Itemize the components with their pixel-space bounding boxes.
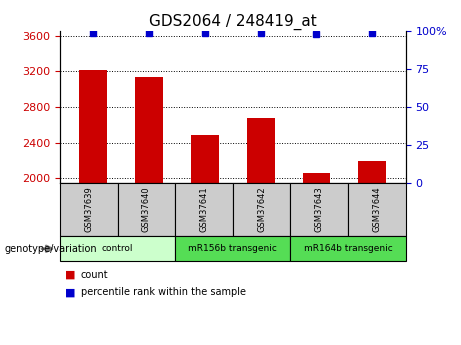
Bar <box>247 118 275 183</box>
Text: GSM37642: GSM37642 <box>257 187 266 233</box>
Text: GSM37639: GSM37639 <box>84 187 93 233</box>
Text: GSM37641: GSM37641 <box>200 187 208 233</box>
Title: GDS2064 / 248419_at: GDS2064 / 248419_at <box>149 13 317 30</box>
Bar <box>135 77 163 183</box>
Text: percentile rank within the sample: percentile rank within the sample <box>81 287 246 297</box>
Text: GSM37640: GSM37640 <box>142 187 151 233</box>
Text: mR164b transgenic: mR164b transgenic <box>304 244 392 253</box>
Text: genotype/variation: genotype/variation <box>5 244 97 254</box>
Text: ■: ■ <box>65 270 75 280</box>
Bar <box>191 135 219 183</box>
Bar <box>79 70 107 183</box>
Text: control: control <box>102 244 133 253</box>
Text: mR156b transgenic: mR156b transgenic <box>189 244 277 253</box>
Text: count: count <box>81 270 108 280</box>
Bar <box>302 172 331 183</box>
Text: GSM37644: GSM37644 <box>372 187 381 233</box>
Text: GSM37643: GSM37643 <box>315 187 324 233</box>
Bar <box>358 160 386 183</box>
Text: ■: ■ <box>65 287 75 297</box>
